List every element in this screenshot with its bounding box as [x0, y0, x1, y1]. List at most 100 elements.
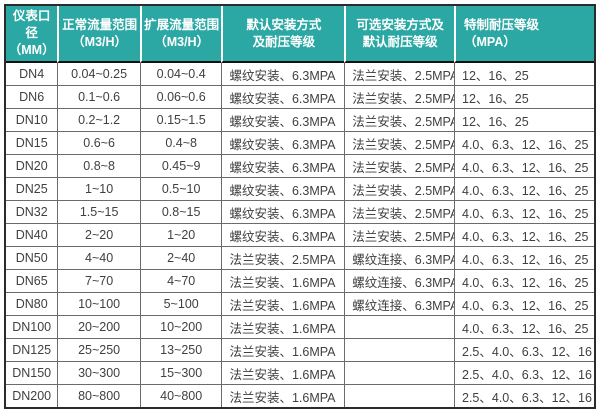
cell-optional-install: 螺纹连接、6.3MPA [344, 270, 454, 293]
cell-normal-flow: 0.04~0.25 [57, 63, 140, 86]
cell-optional-install: 法兰安装、2.5MPA [344, 63, 454, 86]
column-header-line2: 及耐压等级 [252, 34, 316, 49]
column-header-normal-flow: 正常流量范围 （M3/H） [57, 6, 140, 63]
cell-optional-install: 法兰安装、2.5MPA [344, 109, 454, 132]
cell-normal-flow: 80~800 [57, 385, 140, 407]
cell-normal-flow: 7~70 [57, 270, 140, 293]
table-row: DN125 25~250 13~250 法兰安装、1.6MPA 2.5、4.0、6.3、… [6, 339, 594, 362]
cell-extended-flow: 2~40 [139, 247, 222, 270]
cell-optional-install: 螺纹连接、6.3MPA [344, 293, 454, 316]
cell-extended-flow: 15~300 [139, 362, 222, 385]
column-header-line1: 默认安装方式 [246, 17, 322, 32]
cell-diameter: DN65 [6, 270, 58, 293]
cell-diameter: DN32 [6, 201, 58, 224]
cell-default-install: 螺纹安装、6.3MPA [221, 201, 345, 224]
cell-special-pressure: 12、16、25 [454, 63, 594, 86]
table-row: DN40 2~20 1~20 螺纹安装、6.3MPA 法兰安装、2.5MPA 4.0、6.… [6, 224, 594, 247]
column-header-line1: 正常流量范围 [62, 17, 138, 32]
cell-extended-flow: 13~250 [139, 339, 222, 362]
cell-optional-install [344, 316, 454, 339]
cell-default-install: 法兰安装、1.6MPA [221, 385, 345, 407]
cell-optional-install [344, 362, 454, 385]
cell-default-install: 螺纹安装、6.3MPA [221, 109, 345, 132]
cell-optional-install [344, 339, 454, 362]
cell-special-pressure: 4.0、6.3、12、16、25 [454, 224, 594, 247]
cell-normal-flow: 2~20 [57, 224, 140, 247]
cell-special-pressure: 12、16、25 [454, 109, 594, 132]
cell-diameter: DN10 [6, 109, 58, 132]
cell-normal-flow: 1~10 [57, 178, 140, 201]
table-row: DN150 30~300 15~300 法兰安装、1.6MPA 2.5、4.0、6.3、… [6, 362, 594, 385]
cell-extended-flow: 10~200 [139, 316, 222, 339]
cell-diameter: DN125 [6, 339, 58, 362]
cell-extended-flow: 40~800 [139, 385, 222, 407]
table-row: DN15 0.6~6 0.4~8 螺纹安装、6.3MPA 法兰安装、2.5MPA 4.0、… [6, 132, 594, 155]
cell-default-install: 法兰安装、1.6MPA [221, 316, 345, 339]
cell-special-pressure: 4.0、6.3、12、16、25 [454, 132, 594, 155]
cell-optional-install: 法兰安装、2.5MPA [344, 132, 454, 155]
column-header-line2: （M3/H） [72, 34, 128, 49]
cell-extended-flow: 0.4~8 [139, 132, 222, 155]
cell-diameter: DN100 [6, 316, 58, 339]
cell-diameter: DN25 [6, 178, 58, 201]
column-header-line2: （M3/H） [154, 34, 210, 49]
table-row: DN65 7~70 4~70 法兰安装、1.6MPA 螺纹连接、6.3MPA 4.0、6.… [6, 270, 594, 293]
table-row: DN80 10~100 5~100 法兰安装、1.6MPA 螺纹连接、6.3MPA 4.0… [6, 293, 594, 316]
table-row: DN4 0.04~0.25 0.04~0.4 螺纹安装、6.3MPA 法兰安装、2.5M… [6, 63, 594, 86]
table-row: DN6 0.1~0.6 0.06~0.6 螺纹安装、6.3MPA 法兰安装、2.5MPA… [6, 86, 594, 109]
cell-normal-flow: 4~40 [57, 247, 140, 270]
cell-extended-flow: 0.8~15 [139, 201, 222, 224]
column-header-line1: 可选安装方式及 [356, 17, 444, 32]
cell-default-install: 螺纹安装、6.3MPA [221, 132, 345, 155]
column-header-line2: （MM） [8, 43, 55, 57]
table-row: DN200 80~800 40~800 法兰安装、1.6MPA 2.5、4.0、6.3、… [6, 385, 594, 407]
cell-diameter: DN4 [6, 63, 58, 86]
cell-default-install: 法兰安装、1.6MPA [221, 270, 345, 293]
cell-extended-flow: 0.06~0.6 [139, 86, 222, 109]
column-header-line1: 仪表口径 [12, 9, 51, 40]
cell-optional-install: 法兰安装、2.5MPA [344, 201, 454, 224]
cell-special-pressure: 4.0、6.3、12、16、25 [454, 293, 594, 316]
cell-extended-flow: 0.15~1.5 [139, 109, 222, 132]
cell-default-install: 法兰安装、1.6MPA [221, 293, 345, 316]
cell-normal-flow: 30~300 [57, 362, 140, 385]
cell-special-pressure: 4.0、6.3、12、16、25 [454, 247, 594, 270]
cell-normal-flow: 10~100 [57, 293, 140, 316]
cell-default-install: 法兰安装、1.6MPA [221, 339, 345, 362]
cell-extended-flow: 0.04~0.4 [139, 63, 222, 86]
cell-default-install: 螺纹安装、6.3MPA [221, 224, 345, 247]
cell-special-pressure: 4.0、6.3、12、16、25 [454, 316, 594, 339]
cell-normal-flow: 0.6~6 [57, 132, 140, 155]
column-header-optional-install: 可选安装方式及 默认耐压等级 [344, 6, 454, 63]
cell-special-pressure: 4.0、6.3、12、16、25 [454, 270, 594, 293]
cell-normal-flow: 0.1~0.6 [57, 86, 140, 109]
cell-diameter: DN80 [6, 293, 58, 316]
column-header-line2: 默认耐压等级 [362, 34, 438, 49]
cell-default-install: 螺纹安装、6.3MPA [221, 155, 345, 178]
column-header-line2: （MPA） [464, 34, 516, 49]
cell-diameter: DN15 [6, 132, 58, 155]
table-row: DN50 4~40 2~40 法兰安装、2.5MPA 螺纹连接、6.3MPA 4.0、6.… [6, 247, 594, 270]
table-row: DN100 20~200 10~200 法兰安装、1.6MPA 4.0、6.3、12、1… [6, 316, 594, 339]
cell-normal-flow: 20~200 [57, 316, 140, 339]
cell-optional-install [344, 385, 454, 407]
cell-special-pressure: 4.0、6.3、12、16、25 [454, 201, 594, 224]
cell-default-install: 螺纹安装、6.3MPA [221, 63, 345, 86]
table-row: DN20 0.8~8 0.45~9 螺纹安装、6.3MPA 法兰安装、2.5MPA 4.0… [6, 155, 594, 178]
table-row: DN32 1.5~15 0.8~15 螺纹安装、6.3MPA 法兰安装、2.5MPA 4.… [6, 201, 594, 224]
cell-diameter: DN40 [6, 224, 58, 247]
cell-diameter: DN200 [6, 385, 58, 407]
table-header: 仪表口径 （MM） 正常流量范围 （M3/H） 扩展流量范围 （M3/H） 默认… [6, 6, 594, 63]
cell-special-pressure: 4.0、6.3、12、16、25 [454, 178, 594, 201]
column-header-diameter: 仪表口径 （MM） [6, 6, 58, 63]
column-header-extended-flow: 扩展流量范围 （M3/H） [139, 6, 222, 63]
cell-optional-install: 法兰安装、2.5MPA [344, 178, 454, 201]
cell-optional-install: 法兰安装、2.5MPA [344, 86, 454, 109]
cell-special-pressure: 4.0、6.3、12、16、25 [454, 155, 594, 178]
table-row: DN25 1~10 0.5~10 螺纹安装、6.3MPA 法兰安装、2.5MPA 4.0、… [6, 178, 594, 201]
flow-meter-spec-table: 仪表口径 （MM） 正常流量范围 （M3/H） 扩展流量范围 （M3/H） 默认… [4, 4, 596, 409]
cell-special-pressure: 12、16、25 [454, 86, 594, 109]
cell-diameter: DN150 [6, 362, 58, 385]
cell-normal-flow: 0.8~8 [57, 155, 140, 178]
header-row: 仪表口径 （MM） 正常流量范围 （M3/H） 扩展流量范围 （M3/H） 默认… [6, 6, 594, 63]
